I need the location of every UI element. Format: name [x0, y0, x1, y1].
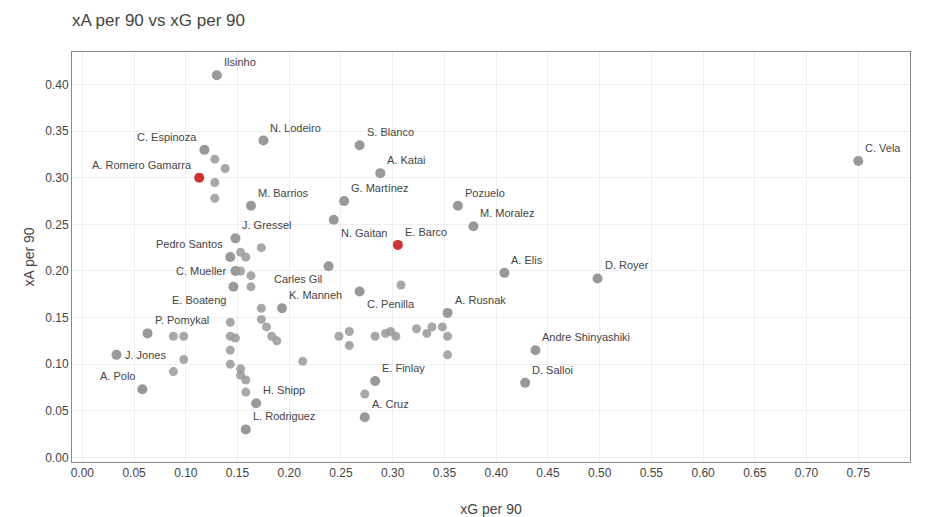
- svg-text:0.70: 0.70: [795, 466, 819, 480]
- svg-text:C. Espinoza: C. Espinoza: [137, 131, 197, 143]
- svg-text:M. Moralez: M. Moralez: [480, 207, 534, 219]
- svg-text:0.30: 0.30: [45, 171, 69, 185]
- svg-text:0.05: 0.05: [122, 466, 146, 480]
- svg-text:0.65: 0.65: [743, 466, 767, 480]
- svg-text:J. Gressel: J. Gressel: [242, 219, 292, 231]
- svg-text:N. Lodeiro: N. Lodeiro: [270, 122, 321, 134]
- svg-text:P. Pomykal: P. Pomykal: [155, 314, 209, 326]
- svg-text:0.20: 0.20: [45, 264, 69, 278]
- svg-text:Andre Shinyashiki: Andre Shinyashiki: [542, 331, 630, 343]
- svg-text:0.60: 0.60: [691, 466, 715, 480]
- svg-text:A. Romero Gamarra: A. Romero Gamarra: [92, 159, 192, 171]
- svg-text:A. Elis: A. Elis: [511, 254, 543, 266]
- svg-text:E. Boateng: E. Boateng: [172, 294, 226, 306]
- svg-text:D. Royer: D. Royer: [605, 259, 649, 271]
- svg-text:0.55: 0.55: [640, 466, 664, 480]
- svg-text:Pozuelo: Pozuelo: [465, 187, 505, 199]
- svg-text:0.25: 0.25: [329, 466, 353, 480]
- svg-text:E. Finlay: E. Finlay: [382, 362, 425, 374]
- svg-text:0.30: 0.30: [381, 466, 405, 480]
- svg-text:A. Rusnak: A. Rusnak: [455, 294, 506, 306]
- svg-text:A. Katai: A. Katai: [387, 154, 426, 166]
- svg-text:C. Mueller: C. Mueller: [176, 265, 226, 277]
- svg-text:0.20: 0.20: [278, 466, 302, 480]
- svg-text:xG per 90: xG per 90: [460, 501, 522, 517]
- svg-text:0.15: 0.15: [45, 311, 69, 325]
- svg-text:L. Rodriguez: L. Rodriguez: [253, 410, 315, 422]
- svg-text:S. Blanco: S. Blanco: [367, 126, 414, 138]
- svg-text:K. Manneh: K. Manneh: [289, 289, 342, 301]
- svg-text:0.05: 0.05: [45, 404, 69, 418]
- svg-text:C. Vela: C. Vela: [865, 142, 901, 154]
- svg-text:G. Martínez: G. Martínez: [351, 182, 408, 194]
- svg-text:xA per 90: xA per 90: [21, 227, 37, 286]
- svg-text:0.00: 0.00: [71, 466, 95, 480]
- svg-text:xA per 90 vs xG per 90: xA per 90 vs xG per 90: [72, 11, 245, 30]
- svg-text:0.40: 0.40: [484, 466, 508, 480]
- svg-text:0.45: 0.45: [536, 466, 560, 480]
- svg-text:J. Jones: J. Jones: [125, 349, 166, 361]
- svg-text:0.75: 0.75: [847, 466, 871, 480]
- svg-text:0.10: 0.10: [45, 357, 69, 371]
- svg-text:H. Shipp: H. Shipp: [263, 384, 305, 396]
- svg-text:0.40: 0.40: [45, 78, 69, 92]
- svg-text:0.35: 0.35: [45, 124, 69, 138]
- svg-text:Carles Gil: Carles Gil: [274, 273, 322, 285]
- svg-text:D. Salloi: D. Salloi: [532, 364, 573, 376]
- svg-text:Ilsinho: Ilsinho: [224, 56, 256, 68]
- svg-text:0.15: 0.15: [226, 466, 250, 480]
- svg-text:0.25: 0.25: [45, 218, 69, 232]
- svg-text:0.00: 0.00: [45, 451, 69, 465]
- svg-text:0.10: 0.10: [174, 466, 198, 480]
- svg-text:C. Penilla: C. Penilla: [367, 298, 415, 310]
- svg-text:0.50: 0.50: [588, 466, 612, 480]
- svg-text:Pedro Santos: Pedro Santos: [156, 238, 223, 250]
- svg-text:A. Cruz: A. Cruz: [372, 398, 409, 410]
- svg-text:N. Gaitan: N. Gaitan: [341, 227, 387, 239]
- svg-text:E. Barco: E. Barco: [405, 226, 447, 238]
- svg-text:A. Polo: A. Polo: [100, 370, 135, 382]
- svg-text:M. Barrios: M. Barrios: [258, 187, 309, 199]
- svg-text:0.35: 0.35: [433, 466, 457, 480]
